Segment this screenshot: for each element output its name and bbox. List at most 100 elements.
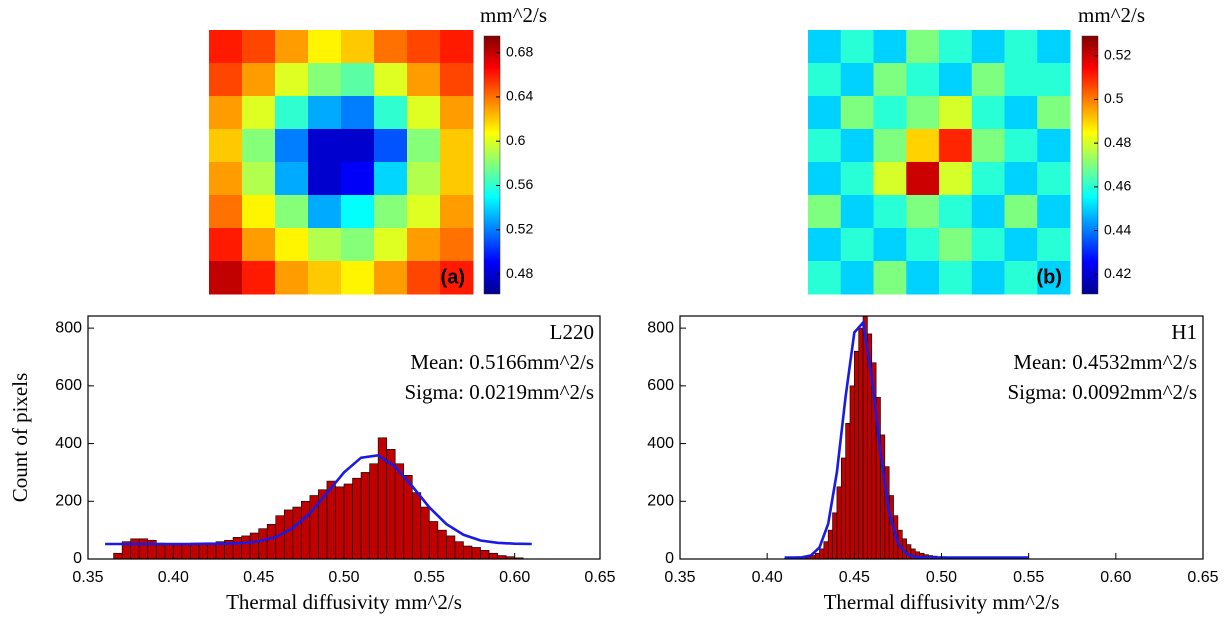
histogram-bar: [173, 544, 183, 560]
heatmap-cell: [971, 261, 1005, 295]
histogram-bar: [198, 542, 208, 560]
histogram-bar: [471, 547, 481, 560]
heatmap-cell: [341, 162, 375, 196]
heatmap-cell: [808, 162, 842, 196]
histogram-bar: [113, 552, 123, 560]
heatmap-cell: [971, 129, 1005, 163]
heatmap-cell: [407, 129, 441, 163]
heatmap-cell: [407, 195, 441, 229]
histogram-bar: [258, 528, 268, 560]
heatmap-cell: [1037, 195, 1071, 229]
heatmap-cell: [808, 261, 842, 295]
heatmap-cell: [840, 63, 874, 97]
heatmap-cell: [840, 96, 874, 130]
heatmap-cell: [275, 129, 309, 163]
heatmap-cell: [440, 30, 474, 64]
x-tick-label: 0.35: [664, 569, 695, 586]
heatmap-cell: [209, 30, 243, 64]
heatmap-cell: [1037, 129, 1071, 163]
heatmap-cell: [275, 195, 309, 229]
histogram-bar: [369, 463, 379, 560]
heatmap-cell: [840, 195, 874, 229]
x-tick-label: 0.35: [72, 569, 103, 586]
colorbar-tick-label: 0.56: [506, 176, 533, 192]
histogram-bar: [446, 535, 456, 560]
heatmap-cell: [209, 96, 243, 130]
histogram-bar: [360, 472, 370, 560]
heatmap-cell: [374, 30, 408, 64]
colorbar-tick-label: 0.46: [1104, 178, 1131, 194]
histogram-bar: [480, 550, 490, 560]
histogram-bar: [814, 552, 820, 560]
x-tick-label: 0.50: [926, 569, 957, 586]
heatmap-cell: [440, 261, 474, 295]
x-tick-label: 0.65: [1187, 569, 1218, 586]
heatmap-cell: [440, 96, 474, 130]
heatmap-cell: [440, 63, 474, 97]
x-tick-label: 0.60: [1100, 569, 1131, 586]
histogram-bar: [420, 506, 430, 560]
histogram-bar: [840, 457, 846, 560]
histogram-bar: [827, 529, 833, 560]
annotation: Sigma: 0.0219mm^2/s: [404, 380, 594, 404]
y-tick-label: 600: [647, 377, 674, 394]
heatmap-cell: [341, 30, 375, 64]
heatmap-cell: [275, 261, 309, 295]
histogram-bar: [164, 544, 174, 560]
histogram-bar: [403, 475, 413, 560]
x-tick-label: 0.60: [499, 569, 530, 586]
heatmap-cell: [971, 63, 1005, 97]
heatmap-cell: [939, 63, 973, 97]
y-tick-label: 0: [665, 550, 674, 567]
heatmap-cell: [275, 162, 309, 196]
y-tick-label: 800: [647, 319, 674, 336]
histogram-bar: [232, 537, 242, 560]
y-tick-label: 800: [55, 319, 82, 336]
heatmap-cell: [1037, 228, 1071, 262]
histogram-bar: [437, 529, 447, 560]
heatmap-cell: [440, 228, 474, 262]
heatmap-cell: [906, 96, 940, 130]
x-tick-label: 0.45: [839, 569, 870, 586]
heatmap-cell: [242, 96, 276, 130]
colorbar-tick-label: 0.68: [506, 43, 533, 59]
heatmap-cell: [209, 195, 243, 229]
histogram-bar: [454, 541, 464, 560]
heatmap-cell: [275, 228, 309, 262]
panel-label: (b): [1036, 266, 1062, 288]
heatmap-cell: [341, 63, 375, 97]
heatmap-cell: [808, 63, 842, 97]
annotation: H1: [1171, 320, 1197, 344]
heatmap-cell: [275, 30, 309, 64]
heatmap-cell: [906, 261, 940, 295]
histogram-bar: [207, 542, 217, 560]
heatmap-cell: [440, 195, 474, 229]
colorbar-tick-label: 0.5: [1104, 90, 1124, 106]
histogram-bar: [181, 544, 191, 560]
histogram-bar: [823, 541, 829, 560]
heatmap-cell: [808, 195, 842, 229]
heatmap-cell: [374, 228, 408, 262]
heatmap-cell: [939, 195, 973, 229]
histogram-bar: [292, 506, 302, 560]
y-tick-label: 600: [55, 377, 82, 394]
colorbar: [483, 35, 501, 295]
heatmap-cell: [341, 261, 375, 295]
heatmap-cell: [374, 261, 408, 295]
histogram-bar: [411, 492, 422, 560]
heatmap-cell: [209, 162, 243, 196]
heatmap-cell: [906, 162, 940, 196]
heatmap-cell: [209, 129, 243, 163]
heatmap-cell: [308, 129, 342, 163]
annotation: L220: [550, 320, 594, 344]
y-tick-label: 0: [73, 550, 82, 567]
heatmap-cell: [939, 228, 973, 262]
colorbar-tick-label: 0.48: [506, 265, 533, 281]
heatmap-cell: [242, 30, 276, 64]
histogram-bar: [283, 509, 294, 560]
heatmap-cell: [209, 63, 243, 97]
heatmap-cell: [840, 30, 874, 64]
heatmap-cell: [308, 63, 342, 97]
heatmap-cell: [873, 129, 907, 163]
